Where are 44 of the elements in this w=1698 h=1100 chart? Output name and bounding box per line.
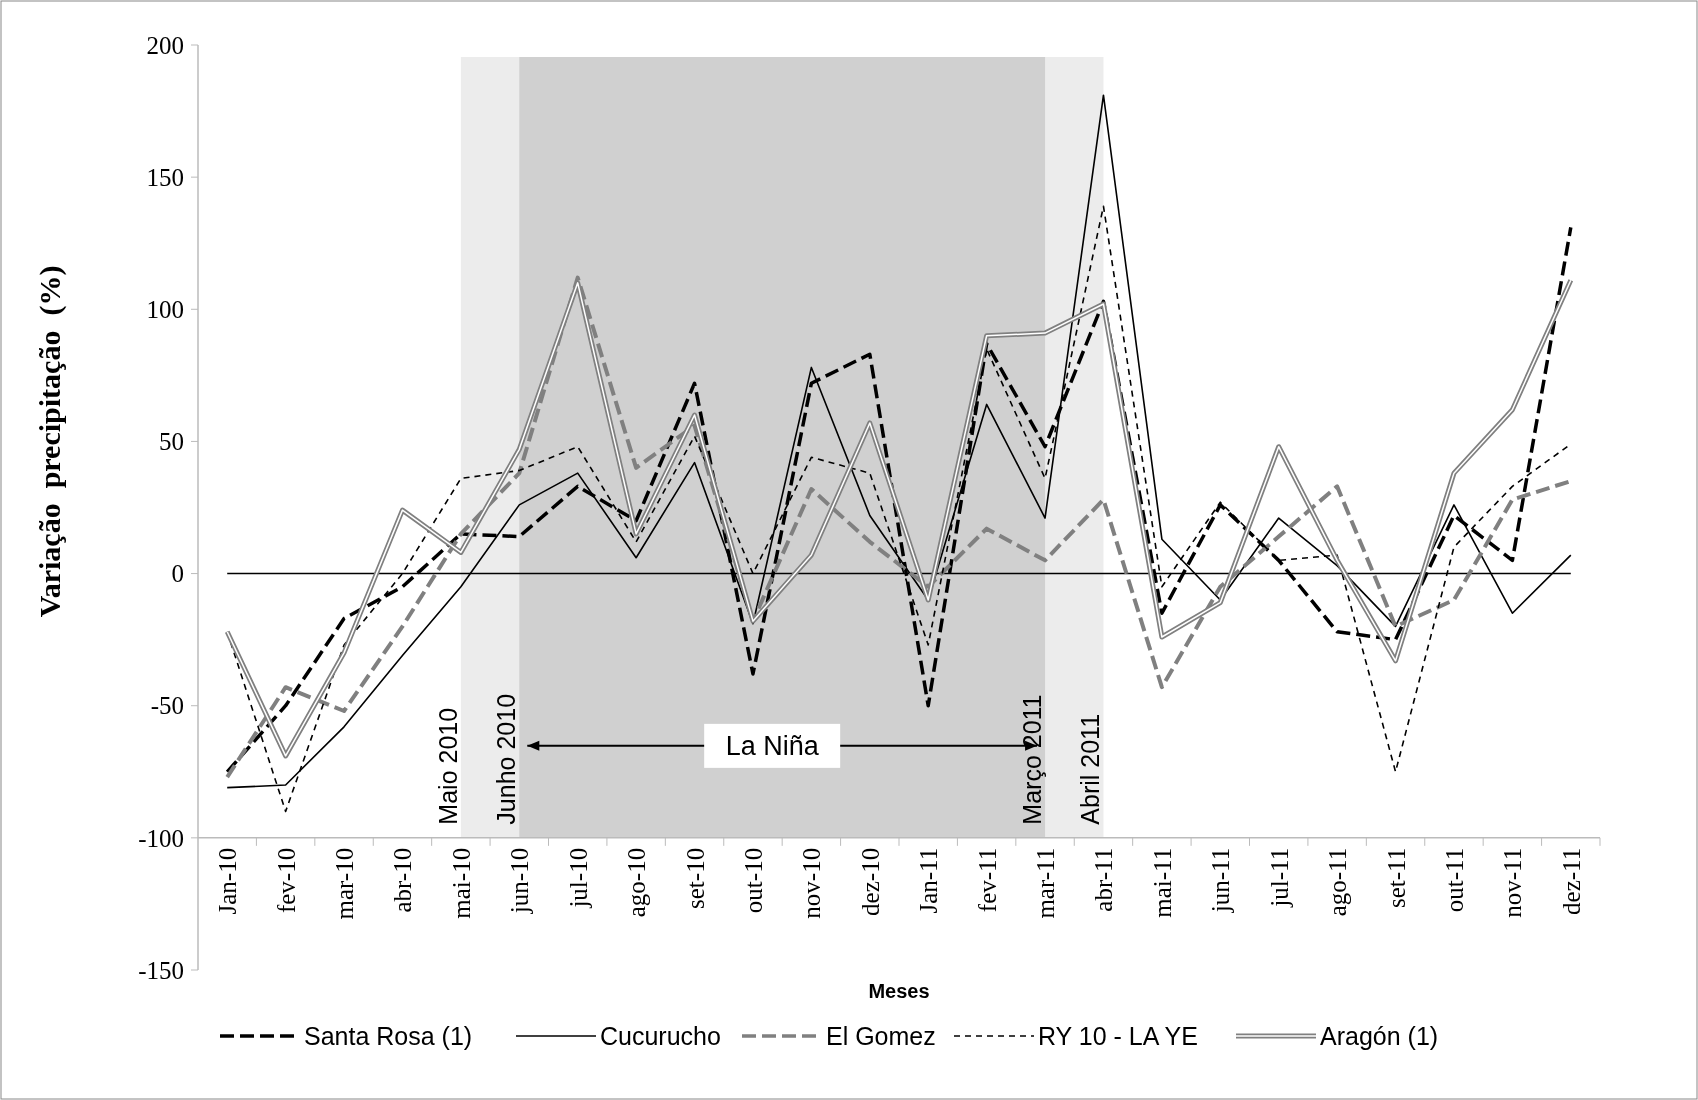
y-tick-label: 150 [146,163,184,191]
legend-label: Aragón (1) [1320,1021,1439,1050]
x-tick-label: mar-10 [331,847,359,920]
x-tick-label: dez-11 [1557,847,1585,915]
x-tick-label: fev-11 [973,847,1001,913]
x-axis-title: Meses [868,980,930,1002]
x-tick-label: ago-11 [1324,847,1352,917]
y-tick-label: 100 [146,296,184,324]
y-tick-label: 0 [171,560,184,588]
x-tick-label: jul-10 [564,847,592,909]
x-tick-label: mai-10 [447,847,475,919]
x-tick-label: dez-10 [856,847,884,916]
x-tick-label: abr-10 [389,847,417,913]
x-tick-label: Jan-10 [214,847,242,915]
y-axis-title: Variação precipitação (%) [33,265,67,618]
y-tick-label: -150 [138,956,184,984]
x-tick-label: ago-10 [623,847,651,918]
annotation: Março 2011 [1018,694,1047,825]
x-tick-label: nov-10 [798,847,826,919]
x-tick-label: jul-11 [1265,847,1293,908]
legend-label: Santa Rosa (1) [304,1021,473,1050]
annotation: La Niña [725,731,820,762]
annotation: Maio 2010 [433,707,462,825]
x-tick-label: mai-11 [1148,847,1176,918]
legend-label: Cucurucho [600,1021,721,1050]
y-tick-label: 200 [146,31,184,59]
x-tick-label: jun-11 [1207,847,1235,914]
legend-label: El Gomez [826,1021,936,1050]
x-tick-label: abr-11 [1090,847,1118,912]
x-tick-label: out-11 [1440,847,1468,913]
x-tick-label: set-10 [681,847,709,909]
x-tick-label: jun-10 [506,847,534,915]
x-tick-label: fev-10 [272,847,300,914]
x-tick-label: Jan-11 [915,847,943,914]
annotation: Junho 2010 [492,693,521,825]
x-tick-label: set-11 [1382,847,1410,909]
annotation: Abril 2011 [1076,713,1105,825]
legend-label: RY 10 - LA YE [1038,1021,1198,1050]
x-tick-label: mar-11 [1032,847,1060,919]
x-tick-label: out-10 [739,847,767,914]
x-tick-label: nov-11 [1499,847,1527,918]
y-tick-label: -50 [150,692,184,720]
y-tick-label: -100 [138,824,184,852]
y-tick-label: 50 [159,428,184,456]
